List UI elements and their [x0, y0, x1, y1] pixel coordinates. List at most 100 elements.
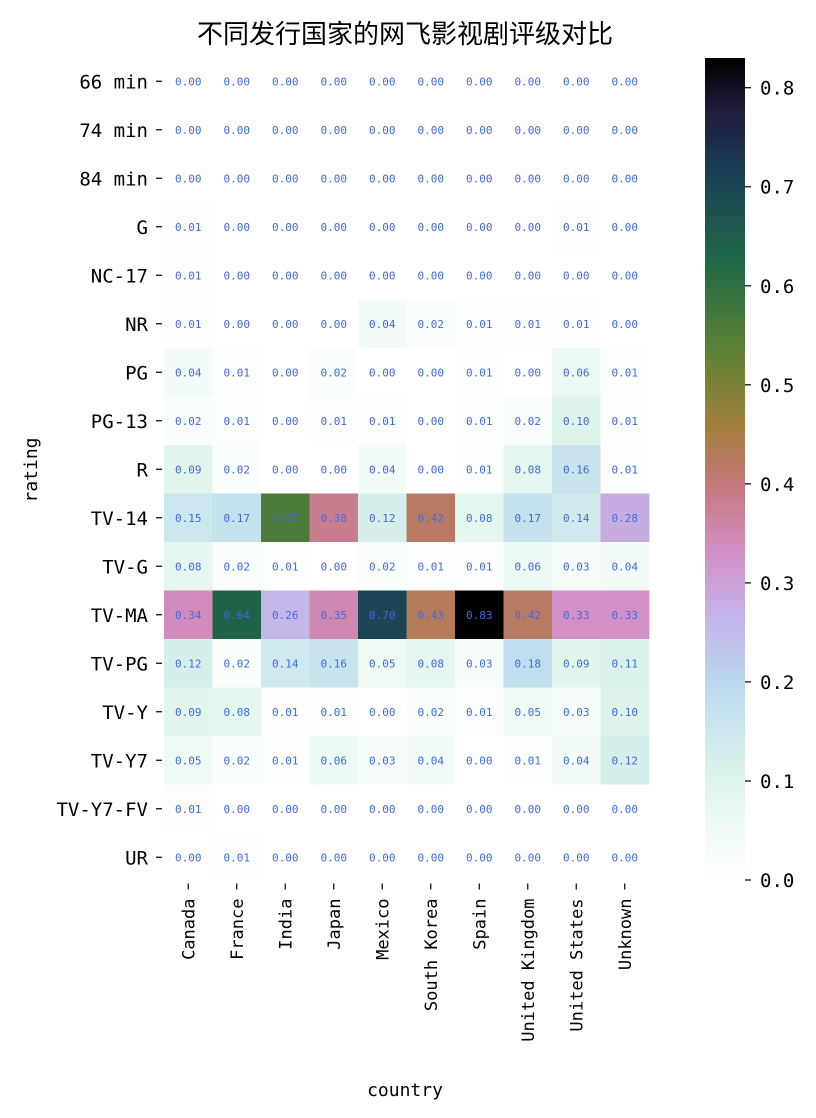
heatmap-cell	[552, 57, 601, 106]
heatmap-cell	[358, 639, 407, 688]
colorbar-tick-label: 0.3	[760, 573, 794, 595]
cell-value-label: 0.01	[466, 366, 493, 379]
heatmap-cell	[600, 542, 650, 591]
heatmap-cell	[503, 251, 553, 300]
cell-value-label: 0.00	[466, 172, 493, 185]
heatmap-cell	[503, 154, 553, 203]
y-tick-label: G	[137, 217, 148, 239]
x-axis-label: country	[367, 1080, 443, 1101]
heatmap-cell	[455, 396, 504, 446]
heatmap-cell	[503, 57, 553, 106]
cell-value-label: 0.03	[563, 560, 590, 573]
cell-value-label: 0.01	[515, 754, 542, 767]
cell-value-label: 0.00	[563, 124, 590, 137]
cell-value-label: 0.01	[175, 269, 202, 282]
heatmap-cell	[406, 736, 456, 785]
cell-value-label: 0.17	[224, 512, 251, 525]
cell-value-label: 0.01	[175, 318, 202, 331]
heatmap-cell	[261, 493, 310, 543]
heatmap-cell	[358, 736, 407, 785]
y-tick-label: TV-PG	[91, 653, 148, 675]
colorbar-tick-label: 0.4	[760, 474, 794, 496]
colorbar-tick-label: 0.2	[760, 672, 794, 694]
cell-value-label: 0.00	[418, 463, 445, 476]
heatmap-cell	[212, 202, 262, 252]
heatmap-cell	[212, 299, 262, 349]
heatmap-cell	[164, 542, 213, 591]
x-tick-label: Canada	[179, 899, 199, 960]
heatmap-cell	[552, 396, 601, 446]
cell-value-label: 0.01	[224, 415, 251, 428]
x-axis-ticks: Canada France India Japan Mexico South Korea S…	[179, 883, 636, 1042]
heatmap-cell	[600, 251, 650, 300]
heatmap-cell	[406, 299, 456, 349]
heatmap-cell	[455, 57, 504, 106]
cell-value-label: 0.11	[612, 657, 639, 670]
cell-value-label: 0.00	[369, 803, 396, 816]
heatmap-cell	[406, 348, 456, 397]
y-tick-label: 74 min	[79, 120, 148, 142]
heatmap-cell	[261, 639, 310, 688]
cell-value-label: 0.00	[321, 560, 348, 573]
heatmap-cell	[600, 639, 650, 688]
heatmap-cell	[358, 396, 407, 446]
cell-value-label: 0.00	[418, 221, 445, 234]
colorbar-gradient	[705, 58, 745, 880]
heatmap-cell	[503, 445, 553, 494]
cell-value-label: 0.01	[466, 415, 493, 428]
heatmap-cell	[455, 833, 504, 882]
heatmap-cell	[406, 105, 456, 155]
cell-value-label: 0.06	[563, 366, 590, 379]
cell-value-label: 0.00	[563, 803, 590, 816]
cell-value-label: 0.01	[418, 560, 445, 573]
heatmap-cell	[600, 784, 650, 834]
heatmap-cell	[406, 784, 456, 834]
heatmap-cell	[600, 833, 650, 882]
heatmap-cell	[503, 396, 553, 446]
cell-value-label: 0.02	[175, 415, 202, 428]
heatmap-cell	[406, 687, 456, 737]
cell-value-label: 0.04	[563, 754, 590, 767]
heatmap-cell	[309, 493, 359, 543]
heatmap-cell	[503, 105, 553, 155]
heatmap-cell	[309, 736, 359, 785]
heatmap-cell	[503, 590, 553, 640]
heatmap-cell	[552, 784, 601, 834]
cell-value-label: 0.00	[369, 851, 396, 864]
cell-value-label: 0.34	[175, 609, 202, 622]
heatmap-cell	[600, 57, 650, 106]
cell-value-label: 0.01	[612, 366, 639, 379]
cell-value-label: 0.10	[612, 706, 639, 719]
cell-value-label: 0.02	[515, 415, 542, 428]
cell-value-label: 0.42	[515, 609, 542, 622]
cell-value-label: 0.00	[369, 124, 396, 137]
cell-value-label: 0.00	[612, 75, 639, 88]
cell-value-label: 0.00	[224, 269, 251, 282]
heatmap-cell	[164, 687, 213, 737]
heatmap-cell	[309, 590, 359, 640]
heatmap-cell	[552, 445, 601, 494]
cell-value-label: 0.02	[418, 318, 445, 331]
heatmap-cell	[455, 687, 504, 737]
cell-value-label: 0.08	[175, 560, 202, 573]
cell-value-label: 0.38	[321, 512, 348, 525]
cell-value-label: 0.00	[175, 172, 202, 185]
heatmap-cell	[358, 251, 407, 300]
cell-value-label: 0.00	[321, 172, 348, 185]
colorbar-tick-label: 0.6	[760, 276, 794, 298]
heatmap-cell	[358, 493, 407, 543]
heatmap-cell	[358, 299, 407, 349]
cell-value-label: 0.00	[466, 803, 493, 816]
cell-value-label: 0.00	[418, 269, 445, 282]
heatmap-cell	[600, 590, 650, 640]
cell-value-label: 0.05	[175, 754, 202, 767]
cell-value-label: 0.01	[563, 221, 590, 234]
heatmap-cell	[261, 590, 310, 640]
cell-value-label: 0.04	[369, 318, 396, 331]
heatmap-cell	[358, 154, 407, 203]
y-tick-label: PG	[125, 362, 148, 384]
heatmap-cell	[164, 348, 213, 397]
heatmap-cells	[164, 57, 650, 882]
x-tick-label: Unknown	[616, 899, 636, 971]
cell-value-label: 0.02	[224, 560, 251, 573]
